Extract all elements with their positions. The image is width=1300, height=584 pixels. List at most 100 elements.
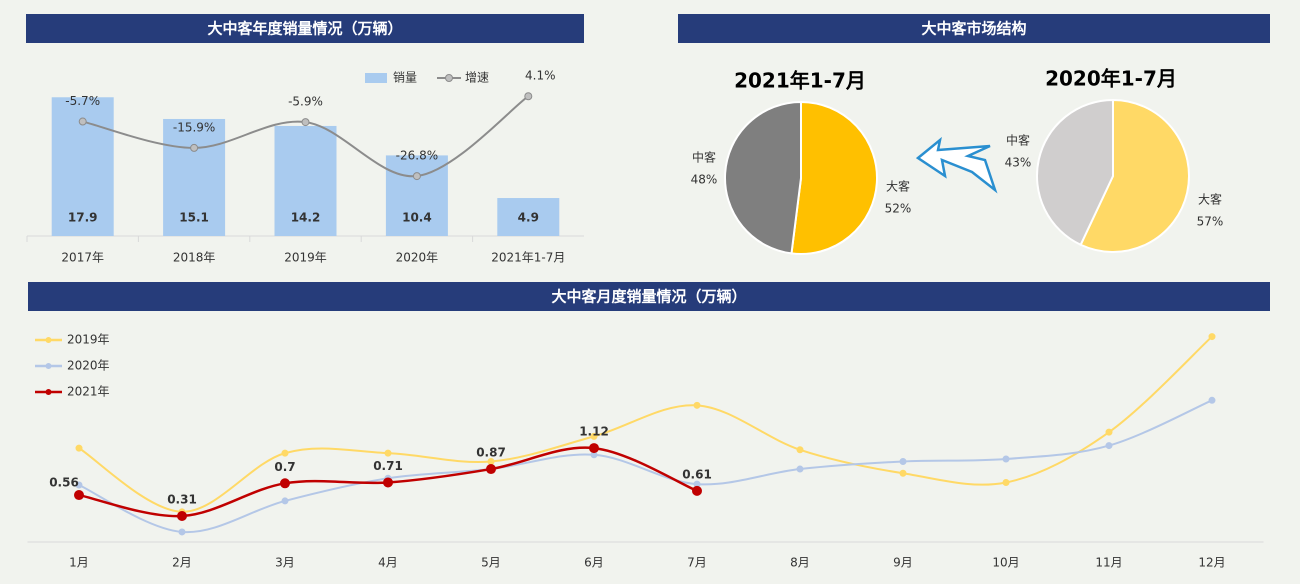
line-label: -15.9%: [173, 120, 215, 134]
legend-swatch: [45, 337, 52, 343]
x-tick-label: 2017年: [61, 251, 104, 265]
line: [78, 399, 1213, 534]
point: [1002, 455, 1010, 463]
x-tick-label: 4月: [378, 556, 398, 570]
x-tick-label: 12月: [1198, 556, 1225, 570]
point: [78, 117, 87, 126]
bar: [497, 198, 560, 236]
x-tick-label: 1月: [69, 556, 89, 570]
bar-label: 4.9: [518, 211, 539, 225]
line-label: 4.1%: [525, 69, 556, 83]
x-tick-label: 2月: [172, 556, 192, 570]
pie-value: 43%: [1005, 156, 1032, 170]
legend-swatch: [45, 389, 52, 395]
pie-label: 中客: [1006, 133, 1030, 148]
x-tick-label: 3月: [275, 556, 295, 570]
x-tick-label: 10月: [992, 556, 1019, 570]
pie-slice: [1079, 98, 1190, 253]
x-tick-label: 5月: [481, 556, 501, 570]
data-label: 0.71: [373, 459, 403, 473]
point: [1002, 478, 1010, 486]
legend-label: 2020年: [67, 359, 110, 373]
point: [899, 458, 907, 466]
pie-slice: [724, 100, 802, 255]
pie-value: 57%: [1197, 215, 1224, 229]
bar: [274, 125, 337, 236]
bar-label: 15.1: [179, 211, 209, 225]
x-tick-label: 2018年: [173, 251, 216, 265]
line-label: -5.9%: [288, 95, 323, 109]
point: [524, 92, 533, 101]
panel-title: 大中客市场结构: [921, 20, 1026, 38]
point: [589, 443, 599, 454]
data-label: 0.31: [167, 493, 197, 507]
point: [281, 497, 289, 505]
point: [75, 481, 83, 489]
legend-swatch: [445, 74, 453, 82]
x-tick-label: 7月: [687, 556, 707, 570]
x-tick-label: 8月: [790, 556, 810, 570]
point: [190, 143, 199, 152]
line: [78, 335, 1213, 513]
x-tick-label: 2020年: [396, 251, 439, 265]
legend-swatch: [365, 73, 387, 83]
point: [1208, 396, 1216, 404]
data-label: 0.87: [476, 446, 506, 460]
x-tick-label: 2019年: [284, 251, 327, 265]
legend-label: 增速: [465, 71, 489, 85]
legend-label: 2019年: [67, 333, 110, 347]
point: [384, 449, 392, 457]
point: [692, 485, 702, 496]
x-tick-label: 6月: [584, 556, 604, 570]
pie-title: 2020年1-7月: [1045, 67, 1177, 91]
panel-header: [678, 14, 1270, 43]
pie-label: 大客: [1198, 192, 1222, 207]
bar-label: 10.4: [402, 211, 432, 225]
point: [796, 465, 804, 473]
bar-label: 17.9: [68, 211, 98, 225]
point: [1105, 428, 1113, 436]
pie-label: 大客: [886, 179, 910, 194]
point: [693, 401, 701, 409]
data-label: 0.61: [682, 467, 712, 481]
point: [178, 528, 186, 536]
point: [590, 432, 598, 440]
x-tick-label: 11月: [1095, 556, 1122, 570]
legend-label: 2021年: [67, 385, 110, 399]
point: [383, 477, 393, 488]
pie-title: 2021年1-7月: [734, 69, 866, 93]
pie-slice: [1036, 98, 1114, 247]
panel-header: [28, 282, 1270, 311]
point: [486, 464, 496, 475]
data-label: 1.12: [579, 425, 609, 439]
point: [1208, 333, 1216, 341]
point: [899, 469, 907, 477]
arrow: [915, 136, 998, 194]
x-tick-label: 9月: [893, 556, 913, 570]
point: [796, 446, 804, 454]
point: [280, 478, 290, 489]
point: [177, 511, 187, 522]
data-label: 0.7: [274, 460, 295, 474]
pie-slice: [790, 100, 878, 255]
line-label: -26.8%: [396, 149, 438, 163]
bar-label: 14.2: [291, 211, 321, 225]
bar: [163, 118, 226, 236]
pie-value: 52%: [885, 202, 912, 216]
pie-label: 中客: [692, 150, 716, 165]
panel-title: 大中客月度销量情况（万辆）: [551, 288, 746, 306]
point: [412, 172, 421, 181]
line-label: -5.7%: [65, 94, 100, 108]
point: [281, 449, 289, 457]
legend-label: 销量: [393, 71, 417, 85]
legend-swatch: [45, 363, 52, 369]
point: [301, 118, 310, 127]
point: [74, 490, 84, 501]
point: [1105, 442, 1113, 450]
data-label: 0.56: [49, 476, 79, 490]
point: [75, 444, 83, 452]
x-tick-label: 2021年1-7月: [491, 251, 565, 265]
pie-value: 48%: [691, 173, 718, 187]
panel-title: 大中客年度销量情况（万辆）: [207, 20, 402, 38]
